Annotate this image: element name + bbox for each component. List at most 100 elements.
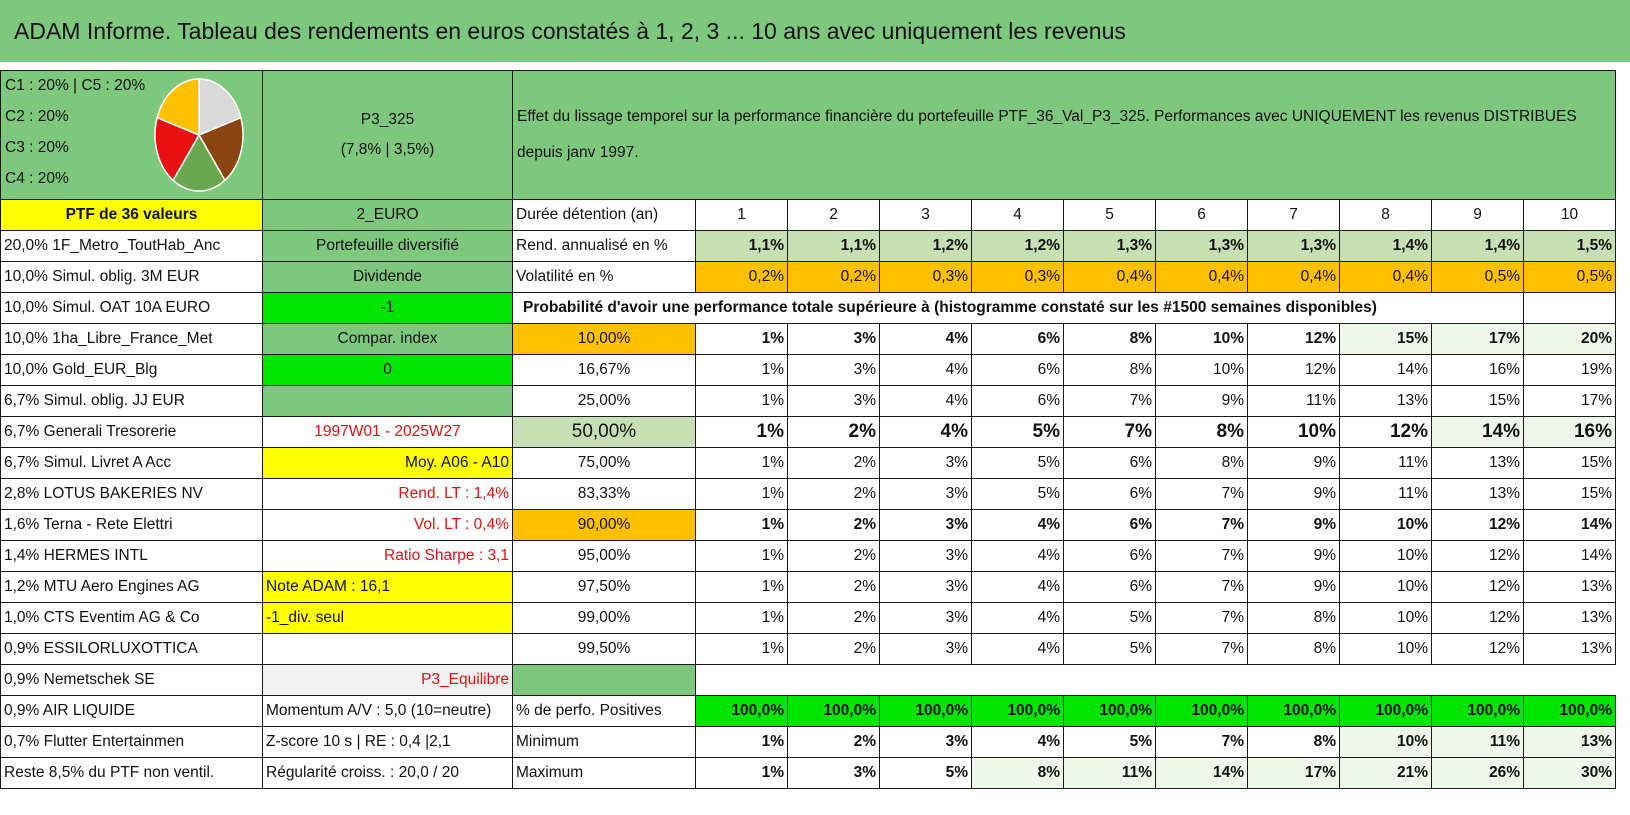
- probability-value: 14%: [1523, 540, 1616, 572]
- holding-cell: 10,0% Simul. oblig. 3M EUR: [0, 261, 263, 293]
- vol-value: 0,2%: [787, 261, 880, 293]
- probability-value: 8%: [1247, 602, 1340, 634]
- vol-value: 0,4%: [1247, 261, 1340, 293]
- probability-value: 10%: [1339, 602, 1432, 634]
- minimum-value: 1%: [695, 726, 788, 758]
- holding-cell: 6,7% Simul. oblig. JJ EUR: [0, 385, 263, 417]
- probability-value: 17%: [1523, 385, 1616, 417]
- probability-value: 10%: [1247, 416, 1340, 448]
- positives-value: 100,0%: [1247, 695, 1340, 727]
- probability-value: 6%: [1063, 571, 1156, 603]
- probability-value: 1%: [695, 385, 788, 417]
- maximum-value: 1%: [695, 757, 788, 789]
- probability-value: 10%: [1339, 540, 1432, 572]
- probability-value: 17%: [1431, 323, 1524, 355]
- allocation-line: C4 : 20%: [5, 170, 69, 187]
- probability-value: 2%: [787, 571, 880, 603]
- probability-value: 6%: [1063, 478, 1156, 510]
- report-title: ADAM Informe. Tableau des rendements en …: [0, 0, 1630, 62]
- rend-value: 1,3%: [1063, 230, 1156, 262]
- rend-value: 1,2%: [971, 230, 1064, 262]
- holding-cell: 1,4% HERMES INTL: [0, 540, 263, 572]
- probability-threshold: 16,67%: [512, 354, 696, 386]
- probability-value: 10%: [1155, 354, 1248, 386]
- probability-value: 13%: [1523, 571, 1616, 603]
- maximum-value: 26%: [1431, 757, 1524, 789]
- table-row: 10,0% Simul. OAT 10A EURO -1 Probabilité d…: [0, 292, 1616, 324]
- rend-value: 1,2%: [879, 230, 972, 262]
- probability-value: 2%: [787, 416, 880, 448]
- positives-value: 100,0%: [1339, 695, 1432, 727]
- probability-value: 1%: [695, 478, 788, 510]
- blank-area: [696, 665, 1616, 696]
- probability-value: 1%: [695, 633, 788, 665]
- table-row: 1,6% Terna - Rete Elettri Vol. LT : 0,4% 9…: [0, 509, 1616, 541]
- probability-threshold: 95,00%: [512, 540, 696, 572]
- probability-value: 9%: [1247, 478, 1340, 510]
- table-row: 1,2% MTU Aero Engines AG Note ADAM : 16,1…: [0, 571, 1616, 603]
- minimum-value: 4%: [971, 726, 1064, 758]
- table-row: Reste 8,5% du PTF non ventil. Régularité …: [0, 757, 1616, 789]
- holding-cell: 0,9% ESSILORLUXOTTICA: [0, 633, 263, 665]
- info-cell: 0: [262, 354, 513, 386]
- holding-cell: 6,7% Simul. Livret A Acc: [0, 447, 263, 479]
- maximum-value: 14%: [1155, 757, 1248, 789]
- holding-cell: 1,2% MTU Aero Engines AG: [0, 571, 263, 603]
- probability-value: 12%: [1431, 571, 1524, 603]
- probability-value: 3%: [879, 571, 972, 603]
- minimum-value: 7%: [1155, 726, 1248, 758]
- allocation-line: C2 : 20%: [5, 108, 69, 125]
- vol-value: 0,5%: [1431, 261, 1524, 293]
- info-cell: P3_Equilibre: [262, 664, 513, 696]
- rend-value: 1,3%: [1247, 230, 1340, 262]
- table-row: 6,7% Simul. Livret A Acc Moy. A06 - A10 75…: [0, 447, 1616, 479]
- vol-value: 0,4%: [1339, 261, 1432, 293]
- performance-table: C1 : 20% | C5 : 20% C2 : 20% C3 : 20% C4…: [0, 70, 1616, 789]
- probability-value: 1%: [695, 540, 788, 572]
- positives-value: 100,0%: [1523, 695, 1616, 727]
- probability-value: 3%: [879, 602, 972, 634]
- vol-value: 0,4%: [1063, 261, 1156, 293]
- probability-value: 9%: [1247, 509, 1340, 541]
- table-row: 10,0% 1ha_Libre_France_Met Compar. index 1…: [0, 323, 1616, 355]
- holding-cell: 0,7% Flutter Entertainmen: [0, 726, 263, 758]
- maximum-value: 5%: [879, 757, 972, 789]
- probability-value: 12%: [1431, 540, 1524, 572]
- allocation-legend: C1 : 20% | C5 : 20% C2 : 20% C3 : 20% C4…: [0, 70, 263, 200]
- probability-value: 16%: [1523, 416, 1616, 448]
- probability-value: 4%: [879, 416, 972, 448]
- table-row: 0,9% AIR LIQUIDE Momentum A/V : 5,0 (10=n…: [0, 695, 1616, 727]
- probability-value: 13%: [1431, 447, 1524, 479]
- probability-value: 6%: [971, 354, 1064, 386]
- holding-cell: 20,0% 1F_Metro_ToutHab_Anc: [0, 230, 263, 262]
- probability-value: 2%: [787, 478, 880, 510]
- table-row: 1,0% CTS Eventim AG & Co -1_div. seul 99,0…: [0, 602, 1616, 634]
- holding-cell: 10,0% 1ha_Libre_France_Met: [0, 323, 263, 355]
- holding-cell: 1,0% CTS Eventim AG & Co: [0, 602, 263, 634]
- probability-value: 13%: [1339, 385, 1432, 417]
- rend-value: 1,1%: [695, 230, 788, 262]
- probability-value: 12%: [1339, 416, 1432, 448]
- minimum-value: 3%: [879, 726, 972, 758]
- probability-value: 15%: [1339, 323, 1432, 355]
- probability-value: 5%: [971, 478, 1064, 510]
- positives-value: 100,0%: [695, 695, 788, 727]
- probability-value: 3%: [787, 323, 880, 355]
- probability-value: 9%: [1247, 447, 1340, 479]
- probability-value: 1%: [695, 354, 788, 386]
- probability-value: 7%: [1155, 602, 1248, 634]
- probability-value: 13%: [1523, 633, 1616, 665]
- probability-value: 4%: [971, 509, 1064, 541]
- probability-value: 14%: [1523, 509, 1616, 541]
- probability-value: 9%: [1247, 540, 1340, 572]
- positives-label: % de perfo. Positives: [512, 695, 696, 727]
- info-cell: Z-score 10 s | RE : 0,4 |2,1: [262, 726, 513, 758]
- positives-value: 100,0%: [787, 695, 880, 727]
- info-cell: Momentum A/V : 5,0 (10=neutre): [262, 695, 513, 727]
- probability-value: 8%: [1247, 633, 1340, 665]
- probability-value: 7%: [1155, 478, 1248, 510]
- currency-label: 2_EURO: [262, 199, 513, 231]
- probability-value: 12%: [1431, 509, 1524, 541]
- year-header: 2: [787, 199, 880, 231]
- probability-value: 12%: [1431, 633, 1524, 665]
